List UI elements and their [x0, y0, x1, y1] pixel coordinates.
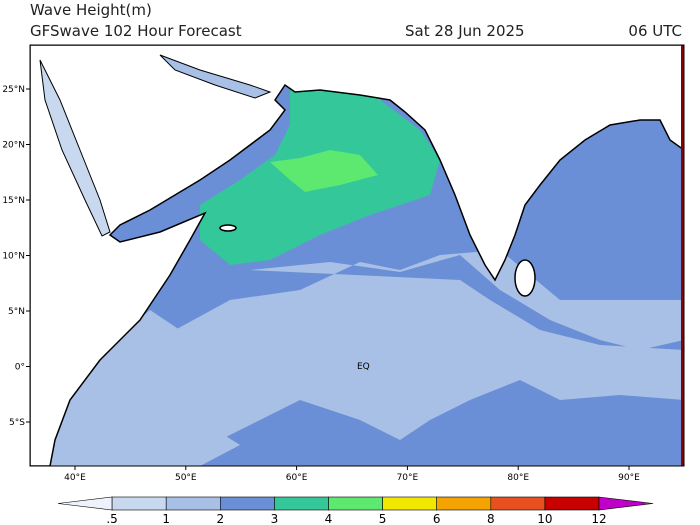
colorbar-box	[274, 496, 329, 511]
colorbar-cap	[57, 496, 113, 511]
colorbar-box	[111, 496, 167, 511]
wave-zone	[30, 310, 240, 466]
lat-label: 5°S	[9, 418, 25, 428]
wave-zone	[175, 250, 684, 440]
lat-label: 0°	[15, 363, 25, 373]
map	[30, 45, 684, 466]
colorbar-box	[328, 496, 383, 511]
lon-label: 90°E	[618, 473, 640, 483]
land	[30, 45, 684, 466]
sri-lanka	[514, 259, 536, 297]
date: Sat 28 Jun 2025	[405, 22, 525, 40]
lon-label: 50°E	[175, 473, 197, 483]
wave-zone	[270, 150, 378, 192]
colorbar-label: 6	[433, 512, 441, 525]
lon-label: 80°E	[507, 473, 529, 483]
persian-gulf	[159, 54, 272, 99]
colorbar-box	[490, 496, 546, 511]
lat-label: 25°N	[2, 85, 25, 95]
red-sea	[39, 59, 111, 237]
colorbar-label: 5	[379, 512, 387, 525]
title: Wave Height(m)	[30, 1, 152, 19]
colorbar-label: 8	[487, 512, 495, 525]
lon-label: 40°E	[64, 473, 86, 483]
colorbar-label: 10	[537, 512, 552, 525]
colorbar-box	[544, 496, 600, 511]
time: 06 UTC	[628, 22, 682, 40]
colorbar-label: 1	[162, 512, 170, 525]
lon-label: 60°E	[286, 473, 308, 483]
colorbar-cap	[598, 496, 654, 511]
lon-label: 70°E	[397, 473, 419, 483]
subtitle: GFSwave 102 Hour Forecast	[30, 22, 242, 40]
colorbar-label: 4	[325, 512, 333, 525]
colorbar-label: 3	[271, 512, 279, 525]
colorbar-box	[165, 496, 221, 511]
lat-label: 10°N	[2, 252, 25, 262]
socotra	[219, 224, 237, 232]
colorbar-box	[220, 496, 275, 511]
lat-label: 5°N	[8, 307, 25, 317]
colorbar-box	[382, 496, 438, 511]
colorbar-label: 12	[591, 512, 606, 525]
equator-label: EQ	[357, 362, 370, 372]
lat-label: 20°N	[2, 141, 25, 151]
lat-label: 15°N	[2, 196, 25, 206]
colorbar-box	[436, 496, 492, 511]
colorbar-label: 2	[216, 512, 224, 525]
edge	[681, 45, 684, 466]
colorbar-label: .5	[106, 512, 117, 525]
